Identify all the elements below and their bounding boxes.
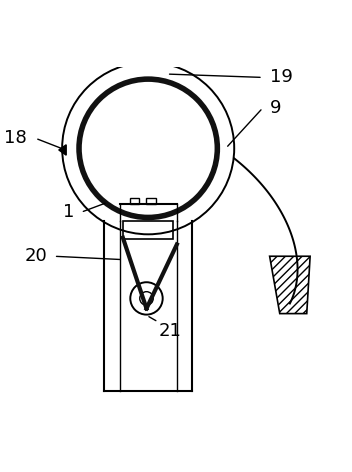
- Text: 21: 21: [158, 322, 181, 340]
- Polygon shape: [59, 145, 66, 155]
- Text: 18: 18: [4, 129, 27, 147]
- Text: 1: 1: [63, 203, 74, 221]
- Bar: [123, 221, 174, 239]
- Bar: [130, 198, 139, 204]
- Text: 9: 9: [270, 99, 281, 117]
- Text: 20: 20: [24, 247, 47, 265]
- Bar: [146, 198, 156, 204]
- Text: 19: 19: [270, 68, 293, 86]
